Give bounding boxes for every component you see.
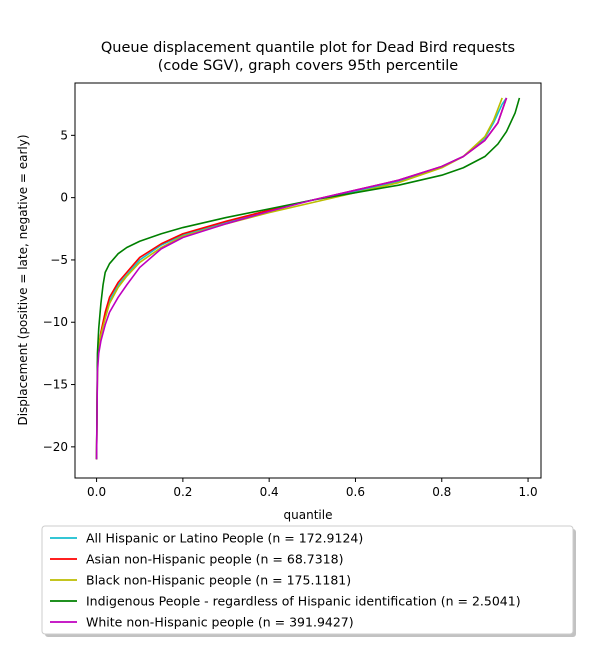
legend-label-1: All Hispanic or Latino People (n = 172.9…: [86, 531, 363, 546]
y-tick-label: −5: [50, 253, 68, 267]
x-tick-label: 0.4: [260, 485, 279, 499]
legend-label-5: White non-Hispanic people (n = 391.9427): [86, 615, 354, 630]
series-line-4: [95, 97, 521, 460]
x-tick-label: 0.2: [173, 485, 192, 499]
y-axis: 5 0 −5 −10 −15 −20: [43, 128, 75, 454]
y-tick-label: −20: [43, 440, 68, 454]
x-tick-label: 0.6: [346, 485, 365, 499]
legend-label-2: Asian non-Hispanic people (n = 68.7318): [86, 552, 343, 567]
chart-title-line-1: Queue displacement quantile plot for Dea…: [101, 40, 515, 56]
y-tick-label: 0: [60, 191, 68, 205]
legend-box: [41, 525, 574, 635]
x-tick-label: 0.0: [87, 485, 106, 499]
x-axis-label: quantile: [284, 508, 333, 522]
legend-label-4: Indigenous People - regardless of Hispan…: [86, 594, 521, 609]
legend: All Hispanic or Latino People (n = 172.9…: [41, 525, 576, 637]
series-line-5: [95, 97, 508, 460]
x-tick-label: 0.8: [432, 485, 451, 499]
legend-items: All Hispanic or Latino People (n = 172.9…: [50, 531, 521, 630]
plot-area: [74, 82, 542, 479]
x-tick-label: 1.0: [519, 485, 538, 499]
y-tick-label: −15: [43, 378, 68, 392]
legend-label-3: Black non-Hispanic people (n = 175.1181): [86, 573, 351, 588]
series-layer: [95, 97, 521, 460]
y-tick-label: −10: [43, 315, 68, 329]
x-axis: 0.0 0.2 0.4 0.6 0.8 1.0: [87, 478, 538, 499]
y-tick-label: 5: [60, 128, 68, 142]
y-axis-label: Displacement (positive = late, negative …: [16, 134, 30, 425]
chart-title-line-2: (code SGV), graph covers 95th percentile: [158, 58, 459, 74]
